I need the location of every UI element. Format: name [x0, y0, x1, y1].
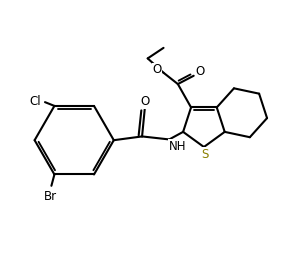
Text: Cl: Cl — [29, 95, 41, 108]
Text: O: O — [152, 63, 161, 76]
Text: Br: Br — [44, 190, 57, 203]
Text: NH: NH — [169, 140, 186, 153]
Text: S: S — [201, 148, 208, 161]
Text: O: O — [140, 95, 149, 108]
Text: O: O — [196, 66, 205, 78]
